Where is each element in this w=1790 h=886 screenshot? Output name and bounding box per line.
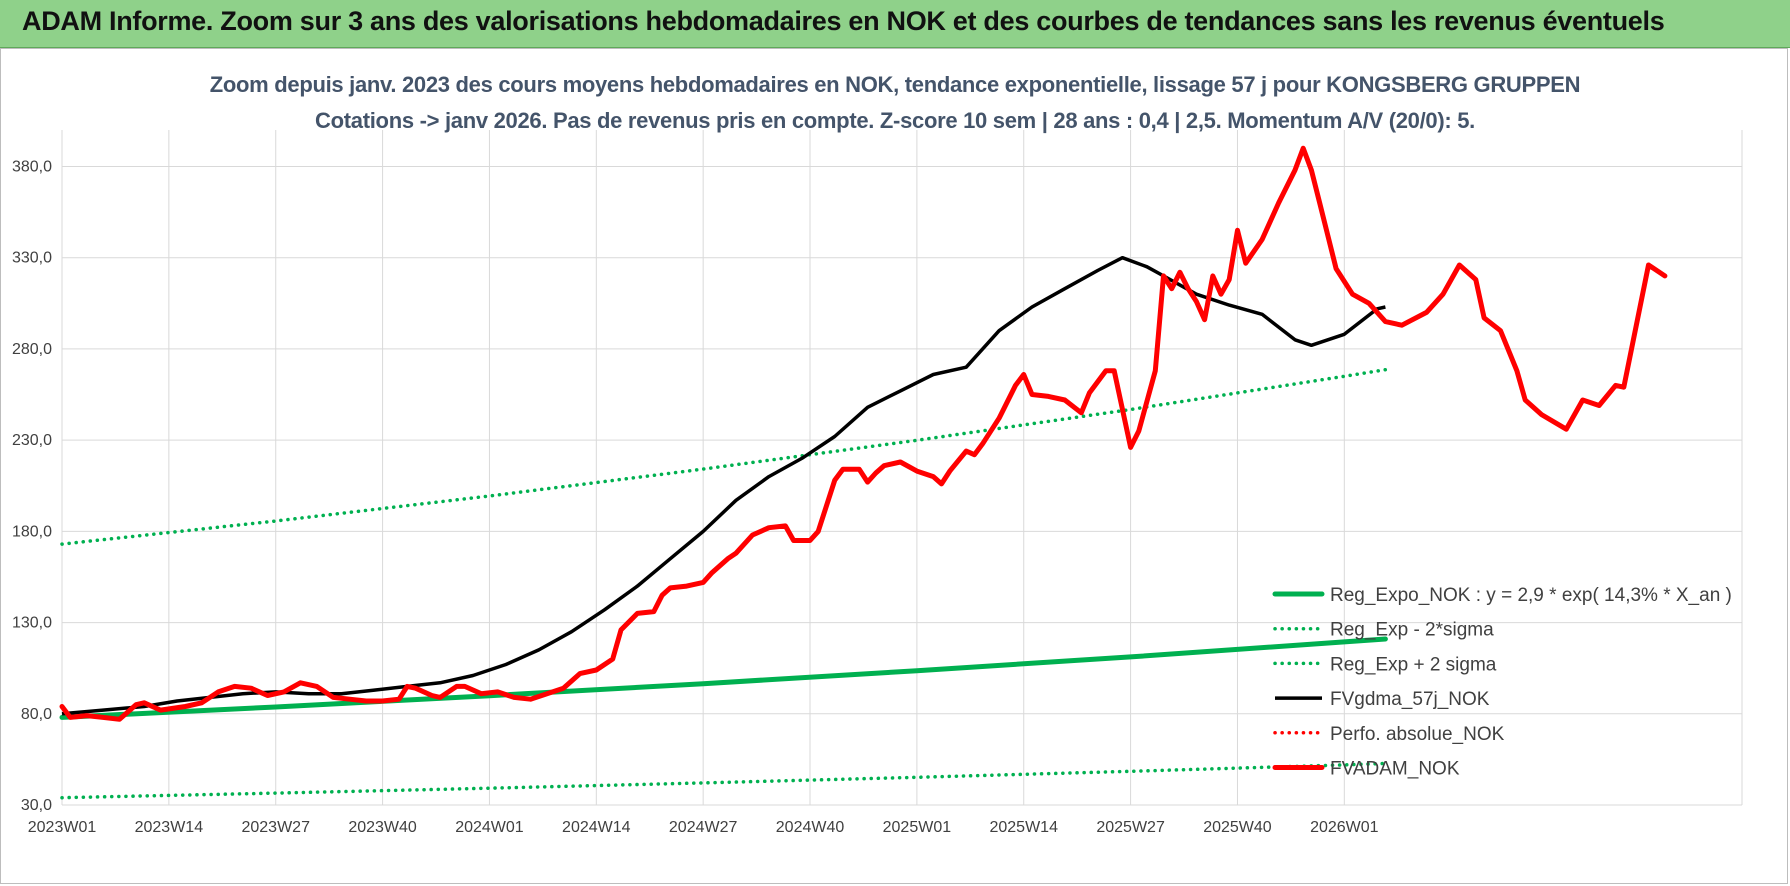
x-tick-label-8: 2025W01 — [883, 819, 952, 836]
x-tick-label-3: 2023W40 — [348, 819, 417, 836]
y-tick-label-0: 30,0 — [21, 797, 52, 814]
x-tick-label-9: 2025W14 — [989, 819, 1058, 836]
y-tick-label-1: 80,0 — [21, 706, 52, 723]
y-tick-label-4: 230,0 — [12, 432, 52, 449]
report-banner: ADAM Informe. Zoom sur 3 ans des valoris… — [0, 0, 1790, 48]
x-tick-label-4: 2024W01 — [455, 819, 524, 836]
x-tick-label-0: 2023W01 — [28, 819, 97, 836]
chart-frame — [0, 48, 1788, 884]
legend-label-0: Reg_Expo_NOK : y = 2,9 * exp( 14,3% * X_… — [1330, 585, 1732, 606]
series-line-5 — [59, 145, 1668, 722]
x-tick-label-12: 2026W01 — [1310, 819, 1379, 836]
legend-label-4: Perfo. absolue_NOK — [1330, 724, 1505, 745]
y-tick-label-2: 130,0 — [12, 615, 52, 632]
series-line-3 — [61, 255, 1386, 716]
series-line-1 — [60, 761, 1388, 800]
legend-label-1: Reg_Exp - 2*sigma — [1330, 620, 1494, 641]
series-line-0 — [59, 636, 1388, 720]
y-tick-label-6: 330,0 — [12, 250, 52, 267]
legend-label-3: FVgdma_57j_NOK — [1330, 689, 1490, 710]
x-tick-label-7: 2024W40 — [776, 819, 845, 836]
y-tick-label-7: 380,0 — [12, 158, 52, 175]
x-tick-label-2: 2023W27 — [241, 819, 310, 836]
chart-subtitle: Cotations -> janv 2026. Pas de revenus p… — [315, 108, 1475, 133]
legend-label-5: FVADAM_NOK — [1330, 759, 1460, 780]
report-title: ADAM Informe. Zoom sur 3 ans des valoris… — [22, 6, 1665, 36]
x-tick-label-1: 2023W14 — [135, 819, 204, 836]
x-tick-label-5: 2024W14 — [562, 819, 631, 836]
series-line-2 — [60, 367, 1388, 546]
x-tick-label-11: 2025W40 — [1203, 819, 1272, 836]
y-tick-label-3: 180,0 — [12, 523, 52, 540]
y-tick-label-5: 280,0 — [12, 341, 52, 358]
x-tick-label-6: 2024W27 — [669, 819, 738, 836]
x-tick-label-10: 2025W27 — [1096, 819, 1165, 836]
legend-label-2: Reg_Exp + 2 sigma — [1330, 654, 1497, 675]
chart-title: Zoom depuis janv. 2023 des cours moyens … — [209, 72, 1581, 97]
